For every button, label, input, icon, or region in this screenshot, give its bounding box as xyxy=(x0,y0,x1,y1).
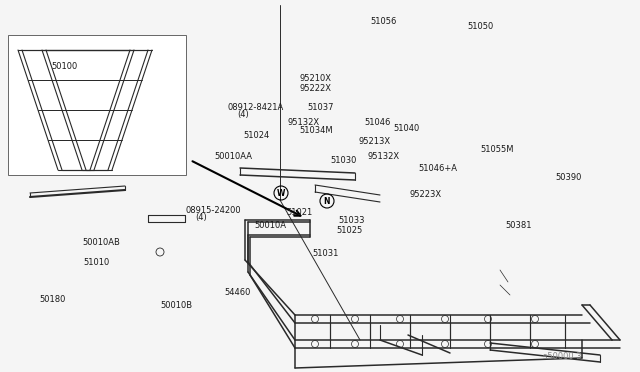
Text: 50100: 50100 xyxy=(51,62,77,71)
Text: 51055M: 51055M xyxy=(480,145,513,154)
Text: 51037: 51037 xyxy=(307,103,333,112)
Text: 50390: 50390 xyxy=(556,173,582,182)
Text: 50010AB: 50010AB xyxy=(82,238,120,247)
Text: 95132X: 95132X xyxy=(368,153,400,161)
Text: 50010A: 50010A xyxy=(255,221,287,230)
Text: 51046+A: 51046+A xyxy=(418,164,457,173)
Text: 51010: 51010 xyxy=(83,258,109,267)
Text: 50010AA: 50010AA xyxy=(214,153,252,161)
Text: 08912-8421A: 08912-8421A xyxy=(228,103,284,112)
Text: (4): (4) xyxy=(195,213,207,222)
Text: 51040: 51040 xyxy=(394,124,420,133)
Text: N: N xyxy=(324,196,330,205)
Text: s50000 3: s50000 3 xyxy=(543,352,581,361)
Text: 51034M: 51034M xyxy=(300,126,333,135)
Text: 51030: 51030 xyxy=(330,156,356,165)
Text: 51025: 51025 xyxy=(336,226,362,235)
Text: 51024: 51024 xyxy=(243,131,269,140)
Text: (4): (4) xyxy=(237,110,248,119)
Text: 95132X: 95132X xyxy=(288,118,320,126)
Text: 51033: 51033 xyxy=(338,216,364,225)
Text: 54460: 54460 xyxy=(224,288,250,296)
Text: 50180: 50180 xyxy=(40,295,66,304)
Text: W: W xyxy=(277,189,285,198)
Text: 50010B: 50010B xyxy=(160,301,192,310)
Text: 51021: 51021 xyxy=(287,208,313,217)
Bar xyxy=(8,35,186,175)
Text: 08915-24200: 08915-24200 xyxy=(186,206,241,215)
Text: 50381: 50381 xyxy=(506,221,532,230)
Text: 51031: 51031 xyxy=(312,249,339,258)
Text: 95223X: 95223X xyxy=(410,190,442,199)
Text: 95213X: 95213X xyxy=(358,137,390,146)
Text: 95210X: 95210X xyxy=(300,74,332,83)
Text: 51050: 51050 xyxy=(467,22,493,31)
Text: 51056: 51056 xyxy=(370,17,396,26)
Text: 95222X: 95222X xyxy=(300,84,332,93)
Text: 51046: 51046 xyxy=(365,118,391,126)
